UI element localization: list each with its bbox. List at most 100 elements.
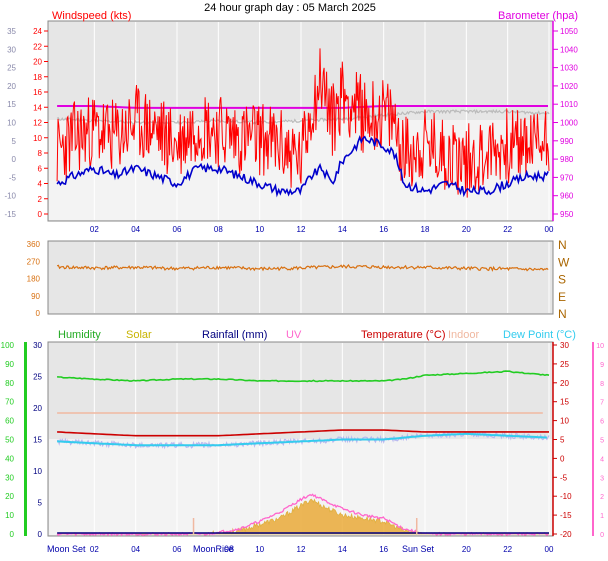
temperature-tick-label: 25	[560, 360, 569, 369]
temperature-tick-label: 0	[560, 454, 565, 463]
barometer-tick-label: 1010	[560, 100, 578, 109]
aux-tick-label: 20	[7, 82, 16, 91]
legend-solar: Solar	[126, 329, 152, 341]
temperature-tick-label: 20	[560, 379, 569, 388]
aux-axis-ticks: -15 -10 -5 0 5 10 15 20 25 30 35	[4, 27, 16, 219]
legend-temperature: Temperature (°C)	[361, 329, 445, 341]
wind-direction-line	[56, 264, 549, 272]
climate-series	[56, 370, 550, 537]
uv-tick-label: 5	[600, 438, 604, 445]
uv-axis-ticks: 0 1 2 3 4 5 6 7 8 9 10	[596, 343, 604, 539]
windspeed-tick-label: 16	[33, 88, 42, 97]
uv-line	[56, 493, 549, 537]
compass-label: E	[558, 290, 566, 304]
uv-tick-label: 0	[600, 532, 604, 539]
time-tick-label: 14	[338, 225, 347, 234]
barometer-tick-label: 990	[560, 137, 574, 146]
barometer-tick-label: 980	[560, 155, 574, 164]
direction-tick-label: 180	[27, 275, 41, 284]
temperature-tick-label: -20	[560, 530, 572, 539]
time-tick-label: 06	[173, 545, 182, 554]
direction-tick-label: 0	[36, 309, 41, 318]
windspeed-tick-label: 12	[33, 119, 42, 128]
aux-tick-label: 35	[7, 27, 16, 36]
time-tick-label: 04	[131, 545, 140, 554]
time-tick-label: 02	[90, 545, 99, 554]
rainfall-tick-label: 0	[38, 530, 43, 539]
rainfall-tick-label: 15	[33, 436, 42, 445]
windspeed-tick-label: 6	[38, 164, 43, 173]
aux-tick-label: 25	[7, 64, 16, 73]
barometer-axis-ticks: 950 960 970 980 990 1000 1010 1020 1030 1040 1050	[552, 21, 578, 221]
time-tick-label: 22	[503, 545, 512, 554]
barometer-tick-label: 1030	[560, 64, 578, 73]
moon-set-label: Moon Set	[47, 544, 86, 554]
moon-rise-label: MoonRise	[193, 544, 234, 554]
humidity-bar	[24, 342, 27, 536]
barometer-tick-label: 950	[560, 210, 574, 219]
aux-tick-label: 15	[7, 100, 16, 109]
climate-time-axis: 02 04 06 10 12 14 16 20 22 00	[90, 545, 554, 554]
legend-dewpoint: Dew Point (°C)	[503, 329, 576, 341]
climate-panel: Humidity Solar Rainfall (mm) UV Temperat…	[1, 329, 604, 554]
wind-barometer-panel: Windspeed (kts) Barometer (hpa) -15 -10 -5…	[4, 10, 578, 234]
windspeed-average-line	[56, 135, 549, 198]
rainfall-tick-label: 5	[38, 499, 43, 508]
humidity-tick-label: 30	[5, 473, 14, 482]
humidity-tick-label: 10	[5, 511, 14, 520]
time-tick-label: 20	[462, 545, 471, 554]
rainfall-tick-label: 30	[33, 341, 42, 350]
direction-gridlines	[93, 242, 550, 313]
time-tick-label: 08	[214, 225, 223, 234]
barometer-axis-label: Barometer (hpa)	[498, 10, 578, 22]
temperature-tick-label: -5	[560, 473, 568, 482]
time-tick-label: 14	[338, 545, 347, 554]
windspeed-tick-label: 8	[38, 149, 43, 158]
humidity-tick-label: 40	[5, 454, 14, 463]
windspeed-tick-label: 22	[33, 42, 42, 51]
uv-tick-label: 2	[600, 494, 604, 501]
rainfall-tick-label: 20	[33, 404, 42, 413]
wind-series	[56, 48, 550, 198]
time-tick-label: 04	[131, 225, 140, 234]
time-tick-label: 00	[545, 225, 554, 234]
uv-tick-label: 1	[600, 513, 604, 520]
graph-title: 24 hour graph day : 05 March 2025	[204, 2, 376, 14]
time-tick-label: 22	[503, 225, 512, 234]
direction-tick-label: 90	[31, 292, 40, 301]
time-tick-label: 00	[545, 545, 554, 554]
time-tick-label: 16	[379, 545, 388, 554]
windspeed-axis-label: Windspeed (kts)	[52, 10, 131, 22]
dewpoint-line	[57, 432, 547, 447]
windspeed-tick-label: 20	[33, 58, 42, 67]
time-tick-label: 02	[90, 225, 99, 234]
temperature-tick-label: 5	[560, 436, 565, 445]
sun-set-label: Sun Set	[402, 544, 435, 554]
legend-indoor: Indoor	[448, 329, 480, 341]
uv-tick-label: 10	[596, 343, 604, 350]
temperature-tick-label: 10	[560, 417, 569, 426]
aux-tick-label: 10	[7, 119, 16, 128]
uv-tick-label: 3	[600, 475, 604, 482]
time-tick-label: 10	[255, 545, 264, 554]
barometer-tick-label: 1020	[560, 82, 578, 91]
aux-tick-label: -5	[9, 173, 17, 182]
uv-tick-label: 9	[600, 362, 604, 369]
uv-tick-label: 6	[600, 419, 604, 426]
time-tick-label: 06	[173, 225, 182, 234]
windspeed-tick-label: 10	[33, 134, 42, 143]
sun-rise-label: 08	[224, 544, 234, 554]
direction-tick-label: 270	[27, 257, 41, 266]
windspeed-tick-label: 14	[33, 103, 42, 112]
uv-tick-label: 4	[600, 456, 604, 463]
aux-tick-label: -10	[4, 192, 16, 201]
time-tick-label: 20	[462, 225, 471, 234]
legend-rainfall: Rainfall (mm)	[202, 329, 267, 341]
uv-tick-label: 8	[600, 381, 604, 388]
temperature-axis-ticks: -20 -15 -10 -5 0 5 10 15 20 25 30	[552, 341, 572, 539]
humidity-tick-label: 100	[1, 341, 15, 350]
time-tick-label: 10	[255, 225, 264, 234]
